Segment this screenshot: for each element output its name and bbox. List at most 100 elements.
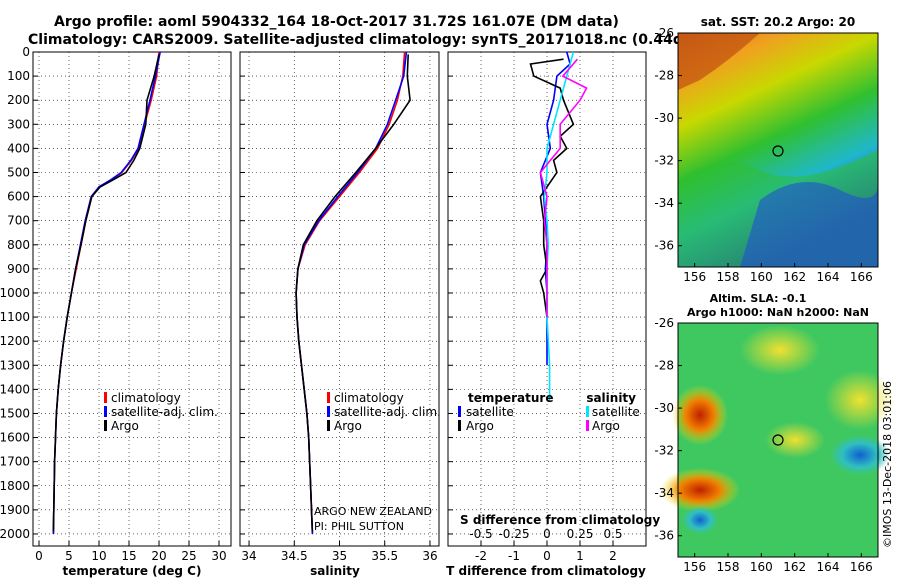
sst-cold-pool: [740, 180, 879, 267]
sst-map-frame: [677, 32, 879, 268]
salinity-x-ticks: 34 34.5 35 35.5 36: [241, 549, 437, 563]
map-lon-label: 158: [717, 270, 740, 284]
map-lon-label: 160: [750, 270, 773, 284]
title-line-1: Argo profile: aoml 5904332_164 18-Oct-20…: [54, 14, 619, 30]
map-lat-label: -28: [654, 69, 674, 83]
depth-tick-label: 100: [7, 69, 30, 83]
legend-argo-label: Argo: [111, 419, 139, 433]
imos-watermark: ©IMOS 13-Dec-2018 03:01:06: [881, 381, 894, 548]
title-line-2: Climatology: CARS2009. Satellite-adjuste…: [28, 32, 746, 48]
temperature-xlabel: temperature (deg C): [63, 564, 202, 578]
depth-tick-label: 1100: [0, 310, 30, 324]
depth-tick-label: 800: [7, 238, 30, 252]
x-tick-label: 0: [35, 549, 43, 563]
sla-high-centre: [765, 422, 825, 458]
map-lon-label: 166: [850, 560, 873, 574]
legend-satellite-label: satellite-adj. clim.: [334, 405, 441, 419]
depth-axis-labels: 0 100 200 300 400 500 600 700 800 900 1000 1100 1200…: [0, 45, 30, 541]
legend-s-satellite-swatch: [586, 406, 589, 417]
salinity-grid: [240, 51, 439, 546]
sla-eddy-cold-sw: [682, 506, 718, 534]
depth-tick-label: 1300: [0, 358, 30, 372]
depth-tick-label: 1000: [0, 286, 30, 300]
annotation-argo-new-zealand: ARGO NEW ZEALAND: [314, 505, 432, 518]
legend-temperature-heading: temperature: [468, 391, 553, 405]
legend-t-satellite-swatch: [458, 406, 461, 417]
salinity-legend: climatology satellite-adj. clim. Argo: [327, 391, 441, 433]
depth-tick-label: 1700: [0, 455, 30, 469]
map-lon-label: 162: [783, 270, 806, 284]
map-lat-label: -28: [654, 359, 674, 373]
map-lon-label: 164: [817, 270, 840, 284]
difference-panel: -2 -1 0 1 2 -0.5 -0.25 0 0.25 0.5 S difference f…: [446, 51, 660, 578]
x-tick-label: 15: [121, 549, 136, 563]
difference-legend: temperature satellite Argo salinity sate…: [458, 391, 640, 433]
map-lon-label: 158: [717, 560, 740, 574]
series-line-salinity-satellite: [543, 51, 575, 402]
legend-climatology-swatch: [327, 392, 330, 403]
depth-tick-label: 700: [7, 214, 30, 228]
s-tick-label: 0: [543, 527, 551, 541]
sla-argo-location-marker: [772, 434, 784, 446]
depth-tick-label: 600: [7, 190, 30, 204]
legend-argo-label: Argo: [334, 419, 362, 433]
legend-satellite-label: satellite-adj. clim.: [111, 405, 218, 419]
map-lon-label: 156: [683, 560, 706, 574]
temperature-legend: climatology satellite-adj. clim. Argo: [104, 391, 218, 433]
salinity-xlabel: salinity: [310, 564, 360, 578]
s-tick-label: -0.5: [469, 527, 492, 541]
map-lon-label: 160: [750, 560, 773, 574]
map-lat-label: -36: [654, 529, 674, 543]
t-difference-xlabel: T difference from climatology: [446, 564, 646, 578]
sla-map-title-2: Argo h1000: NaN h2000: NaN: [687, 306, 869, 319]
map-lon-label: 162: [783, 560, 806, 574]
depth-tick-label: 300: [7, 117, 30, 131]
sla-eddy-warm-south: [660, 468, 740, 512]
s-difference-label: S difference from climatology: [460, 513, 660, 527]
map-lat-label: -30: [654, 111, 674, 125]
depth-tick-label: 900: [7, 262, 30, 276]
map-lon-label: 166: [850, 270, 873, 284]
map-lat-label: -34: [654, 486, 674, 500]
x-tick-label: -2: [475, 549, 487, 563]
legend-climatology-label: climatology: [334, 391, 404, 405]
map-lat-label: -26: [654, 26, 674, 40]
depth-tick-label: 1900: [0, 503, 30, 517]
depth-tick-label: 200: [7, 93, 30, 107]
sst-map: sat. SST: 20.2 Argo: 20 156 158 160 162 164 1…: [654, 15, 879, 284]
sla-high-north: [740, 325, 820, 375]
sst-map-ticks: 156 158 160 162 164 166 -26 -28 -30 -32 -34 -36: [654, 26, 872, 284]
s-difference-x-ticks: -0.5 -0.25 0 0.25 0.5: [469, 527, 622, 541]
map-lat-label: -34: [654, 196, 674, 210]
salinity-lines: [295, 51, 411, 535]
map-lat-label: -26: [654, 316, 674, 330]
x-tick-label: 1: [576, 549, 584, 563]
x-tick-label: 20: [151, 549, 166, 563]
x-tick-label: 34.5: [281, 549, 308, 563]
legend-satellite-swatch: [104, 406, 107, 417]
depth-tick-label: 0: [22, 45, 30, 59]
x-tick-label: 0: [543, 549, 551, 563]
map-lon-label: 156: [683, 270, 706, 284]
depth-tick-label: 1400: [0, 382, 30, 396]
depth-tick-label: 1200: [0, 334, 30, 348]
x-tick-label: 36: [422, 549, 437, 563]
legend-salinity-heading: salinity: [586, 391, 636, 405]
legend-climatology-label: climatology: [111, 391, 181, 405]
x-tick-label: 30: [211, 549, 226, 563]
s-tick-label: 0.25: [567, 527, 594, 541]
legend-climatology-swatch: [104, 392, 107, 403]
salinity-frame: [239, 51, 440, 547]
sla-map-ticks: 156 158 160 162 164 166 -26 -28 -30 -32 -34 -36: [654, 316, 872, 574]
map-lat-label: -30: [654, 401, 674, 415]
depth-tick-label: 2000: [0, 527, 30, 541]
x-tick-label: 34: [241, 549, 256, 563]
x-tick-label: 35.5: [371, 549, 398, 563]
series-line-argo: [52, 54, 160, 532]
sla-map: Altim. SLA: -0.1 Argo h1000: NaN h2000: …: [654, 292, 895, 574]
x-tick-label: 25: [181, 549, 196, 563]
legend-s-satellite-label: satellite: [592, 405, 640, 419]
depth-tick-label: 1800: [0, 479, 30, 493]
temperature-panel: 0 5 10 15 20 25 30 temperature (deg C) climato…: [32, 51, 232, 578]
